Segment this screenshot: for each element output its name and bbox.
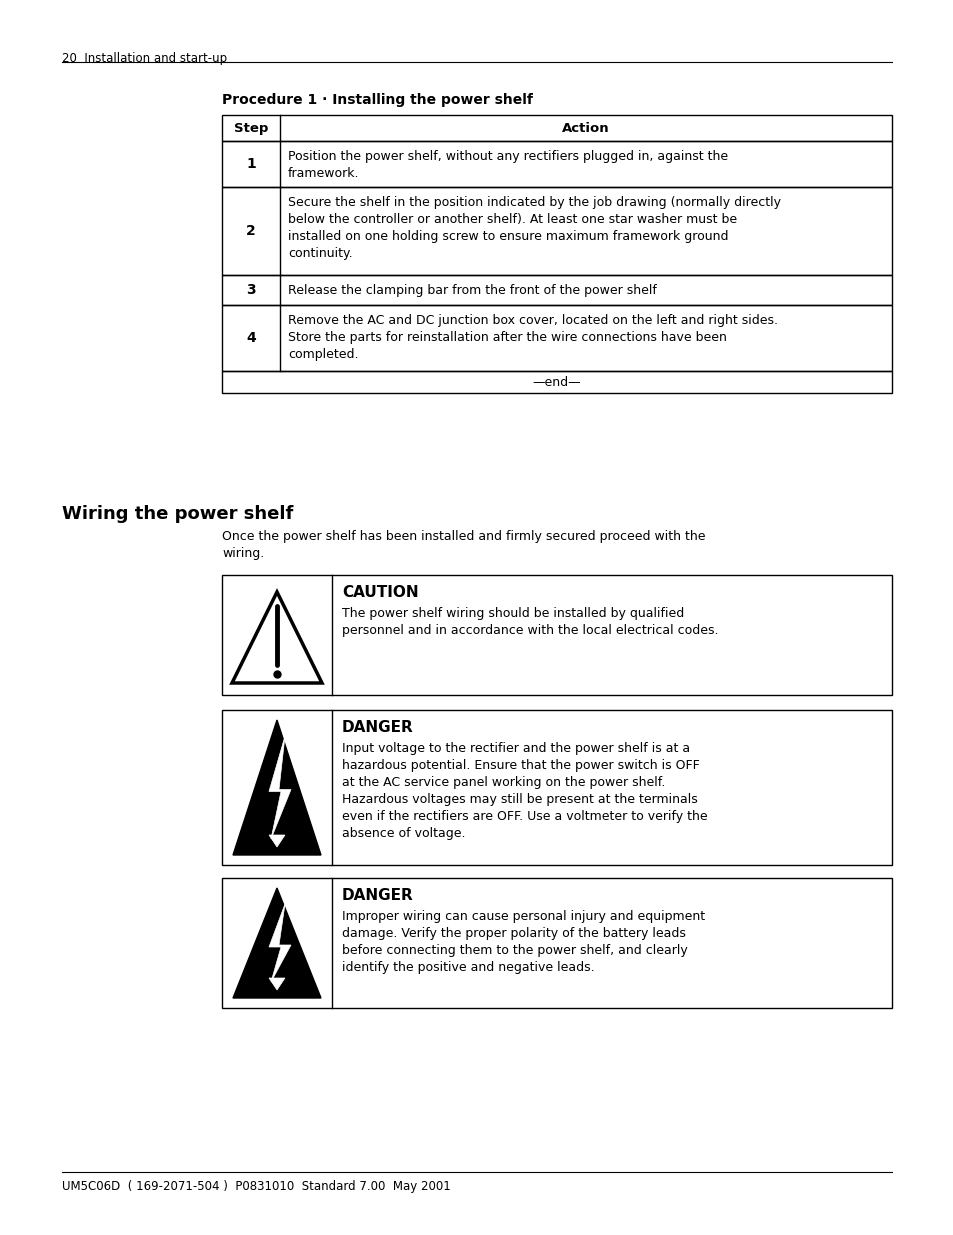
Polygon shape (233, 720, 320, 855)
Polygon shape (269, 978, 285, 990)
Text: Once the power shelf has been installed and firmly secured proceed with the
wiri: Once the power shelf has been installed … (222, 530, 705, 559)
Text: Remove the AC and DC junction box cover, located on the left and right sides.
St: Remove the AC and DC junction box cover,… (288, 314, 778, 361)
Text: 1: 1 (246, 157, 255, 170)
Polygon shape (269, 835, 285, 847)
Text: Improper wiring can cause personal injury and equipment
damage. Verify the prope: Improper wiring can cause personal injur… (341, 910, 704, 974)
Text: CAUTION: CAUTION (341, 585, 418, 600)
Bar (222, 878, 891, 1008)
Text: Release the clamping bar from the front of the power shelf: Release the clamping bar from the front … (288, 284, 657, 296)
Text: 2: 2 (246, 224, 255, 238)
Text: Input voltage to the rectifier and the power shelf is at a
hazardous potential. : Input voltage to the rectifier and the p… (341, 742, 707, 840)
Bar (222, 275, 891, 305)
Text: Action: Action (561, 122, 609, 135)
Bar (222, 370, 891, 393)
Bar (222, 186, 891, 275)
Text: UM5C06D  ( 169-2071-504 )  P0831010  Standard 7.00  May 2001: UM5C06D ( 169-2071-504 ) P0831010 Standa… (62, 1179, 450, 1193)
Text: 4: 4 (246, 331, 255, 345)
Text: Procedure 1 · Installing the power shelf: Procedure 1 · Installing the power shelf (222, 93, 533, 107)
Text: Position the power shelf, without any rectifiers plugged in, against the
framewo: Position the power shelf, without any re… (288, 149, 727, 180)
Polygon shape (233, 888, 320, 998)
Bar (222, 576, 891, 695)
Text: 20  Installation and start-up: 20 Installation and start-up (62, 52, 227, 65)
Text: The power shelf wiring should be installed by qualified
personnel and in accorda: The power shelf wiring should be install… (341, 606, 718, 637)
Bar (222, 710, 891, 864)
Text: DANGER: DANGER (341, 888, 414, 903)
Polygon shape (269, 736, 291, 839)
Text: —end—: —end— (532, 375, 580, 389)
Text: Wiring the power shelf: Wiring the power shelf (62, 505, 294, 522)
Polygon shape (269, 904, 291, 982)
Text: Secure the shelf in the position indicated by the job drawing (normally directly: Secure the shelf in the position indicat… (288, 196, 781, 261)
Text: Step: Step (233, 122, 268, 135)
Text: 3: 3 (246, 283, 255, 296)
Bar (222, 305, 891, 370)
Text: DANGER: DANGER (341, 720, 414, 735)
Bar (222, 141, 891, 186)
Bar (222, 115, 891, 141)
